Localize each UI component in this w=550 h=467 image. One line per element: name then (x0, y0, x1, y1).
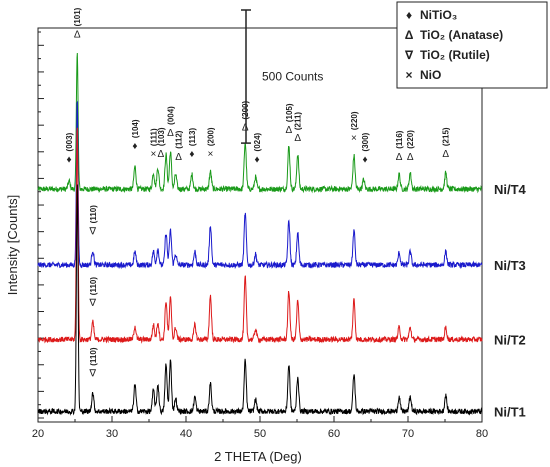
series-line-ni-t2 (37, 127, 483, 344)
hkl-label: (003) (65, 132, 74, 151)
phase-symbol: ∇ (88, 298, 96, 309)
hkl-label: (220) (350, 111, 359, 130)
peak-annotation: × (200) (206, 127, 215, 160)
legend-item: Δ TiO₂ (Anatase) (405, 28, 503, 42)
x-axis: 20 30 40 50 60 70 80 (32, 416, 488, 440)
peak-annotation: ♦ (024) (253, 132, 262, 165)
phase-symbol: Δ (74, 29, 81, 40)
phase-symbol: ∇ (88, 226, 96, 237)
scale-bar: 500 Counts (241, 9, 323, 144)
hkl-label: (200) (206, 127, 215, 146)
phase-symbol: ♦ (67, 154, 72, 165)
series-line-ni-t3 (37, 100, 483, 270)
hkl-label: (112) (175, 130, 184, 149)
phase-symbol: Δ (396, 152, 403, 163)
legend-label: NiO (420, 68, 441, 82)
x-tick-label: 50 (254, 428, 266, 440)
legend-label: TiO₂ (Anatase) (420, 28, 503, 42)
peak-annotation: ♦ (113) (188, 128, 197, 161)
hkl-label: (103) (157, 127, 166, 146)
hkl-label: (110) (89, 277, 98, 296)
peak-annotation: ∇ (110) (88, 277, 97, 310)
phase-symbol: Δ (442, 149, 449, 160)
peak-annotation: Δ (211) (294, 112, 303, 145)
phase-symbol: Δ (407, 152, 414, 163)
hkl-label: (211) (294, 112, 303, 131)
phase-symbol: ♦ (132, 141, 137, 152)
legend-item: × NiO (405, 68, 441, 82)
peak-annotation: Δ (116) (395, 130, 404, 163)
hkl-label: (300) (361, 132, 370, 151)
y-axis (38, 31, 44, 419)
series-label-ni-t2: Ni/T2 (494, 332, 526, 347)
phase-symbol: × (151, 149, 157, 160)
phase-symbol: Δ (167, 128, 174, 139)
peak-annotation: Δ (105) (285, 103, 294, 136)
phase-symbol: ♦ (189, 149, 194, 160)
peak-annotation: Δ (004) (166, 106, 175, 139)
x-tick-label: 80 (476, 428, 488, 440)
hkl-label: (110) (89, 347, 98, 366)
y-axis-title: Intensity [Counts] (5, 195, 20, 295)
legend-symbol: × (405, 68, 412, 82)
peak-annotation: × (111) (149, 128, 158, 160)
hkl-label: (024) (253, 132, 262, 151)
legend-label: NiTiO₃ (420, 8, 457, 22)
hkl-label: (215) (442, 127, 451, 146)
x-tick-label: 20 (32, 428, 44, 440)
hkl-label: (101) (73, 7, 82, 26)
peak-annotation: Δ (215) (442, 127, 451, 160)
hkl-label: (113) (188, 128, 197, 147)
phase-symbol: × (351, 133, 357, 144)
peak-annotation: Δ (220) (406, 130, 415, 163)
phase-symbol: Δ (286, 125, 293, 136)
phase-symbol: ♦ (363, 154, 368, 165)
peak-annotation: ♦ (003) (65, 132, 74, 165)
peak-annotation: Δ (103) (157, 127, 166, 160)
series-label-ni-t1: Ni/T1 (494, 404, 526, 419)
peak-annotation: ∇ (110) (88, 205, 97, 238)
phase-symbol: Δ (157, 149, 164, 160)
phase-symbol: × (207, 149, 213, 160)
peak-annotation: ♦ (104) (131, 119, 140, 152)
series-label-ni-t4: Ni/T4 (494, 182, 527, 197)
series-line-ni-t1 (37, 184, 483, 416)
hkl-label: (116) (395, 130, 404, 149)
x-tick-label: 30 (106, 428, 118, 440)
phase-symbol: ♦ (254, 154, 259, 165)
hkl-label: (104) (131, 119, 140, 138)
x-tick-label: 60 (328, 428, 340, 440)
series-traces (37, 53, 483, 416)
legend-symbol: Δ (405, 28, 414, 42)
phase-symbol: Δ (175, 152, 182, 163)
legend-item: ∇ TiO₂ (Rutile) (405, 48, 490, 62)
x-axis-title: 2 THETA (Deg) (214, 449, 302, 464)
peak-annotation: Δ (101) (73, 7, 82, 40)
hkl-label: (004) (166, 106, 175, 125)
phase-symbol: Δ (294, 133, 301, 144)
peak-annotations: ♦(003)Δ(101)♦(104)×(111)Δ(103) Δ(004)Δ(11… (65, 7, 451, 379)
peak-annotation: ♦ (300) (361, 132, 370, 165)
peak-annotation: Δ (112) (175, 130, 184, 163)
hkl-label: (105) (285, 103, 294, 122)
legend-symbol: ♦ (406, 8, 412, 22)
hkl-label: (110) (89, 205, 98, 224)
hkl-label: (111) (149, 128, 158, 146)
scale-bar-label: 500 Counts (262, 70, 323, 84)
legend-label: TiO₂ (Rutile) (420, 48, 490, 62)
series-label-ni-t3: Ni/T3 (494, 258, 526, 273)
legend-box (396, 1, 548, 89)
legend-item: ♦ NiTiO₃ (406, 8, 457, 22)
phase-symbol: ∇ (88, 369, 96, 380)
x-tick-label: 70 (402, 428, 414, 440)
peak-annotation: × (220) (350, 111, 359, 144)
peak-annotation: ∇ (110) (88, 347, 97, 380)
series-line-ni-t4 (37, 53, 483, 194)
legend: ♦ NiTiO₃ Δ TiO₂ (Anatase) ∇ TiO₂ (Rutile) × NiO (396, 1, 548, 89)
hkl-label: (220) (406, 130, 415, 149)
legend-symbol: ∇ (405, 48, 414, 62)
series-labels: Ni/T4 Ni/T3 Ni/T2 Ni/T1 (494, 182, 527, 419)
x-tick-label: 40 (180, 428, 192, 440)
